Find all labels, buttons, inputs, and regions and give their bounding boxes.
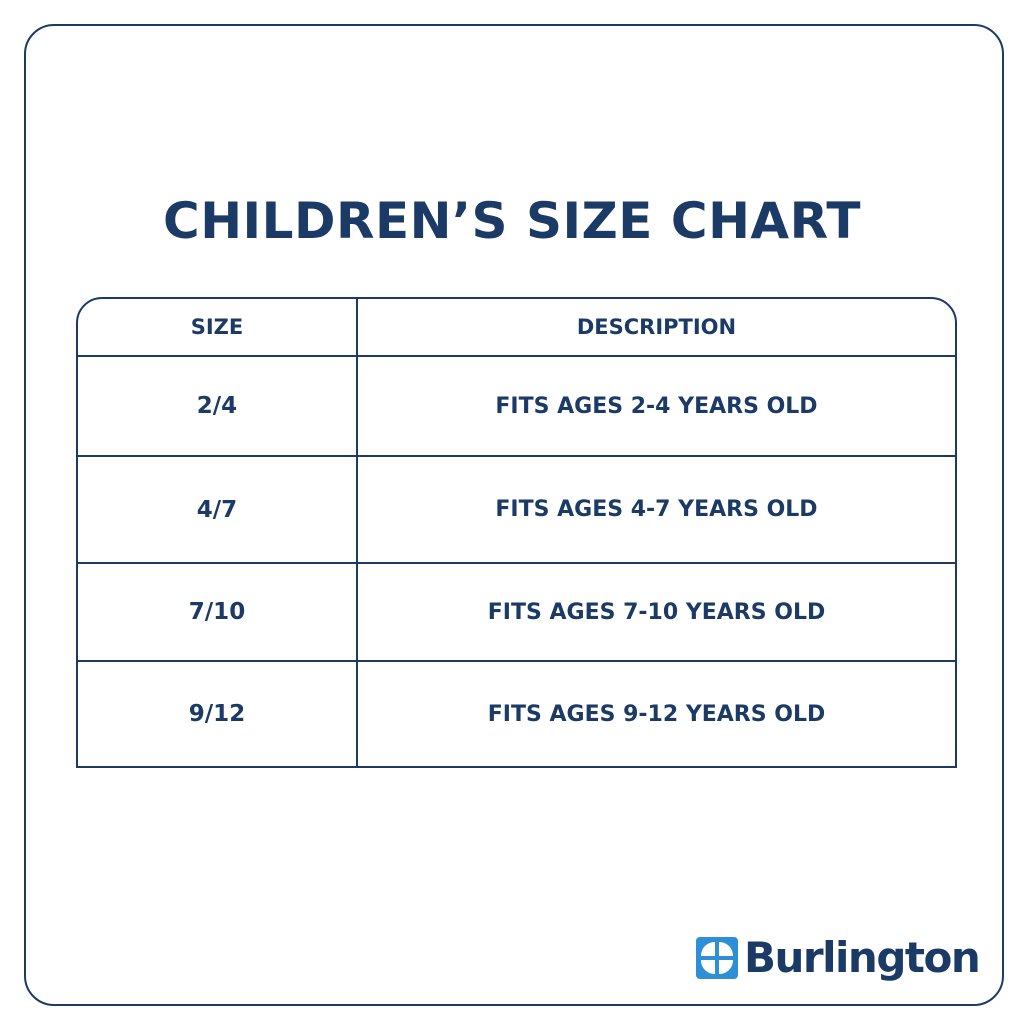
page-title: CHILDREN’S SIZE CHART [163,192,861,250]
description-cell: FITS AGES 4-7 YEARS OLD [495,497,818,522]
brand-name: Burlington [744,933,981,982]
chart-card [24,24,1004,1006]
header-description: DESCRIPTION [576,315,737,339]
description-cell: FITS AGES 7-10 YEARS OLD [487,599,826,625]
header-size: SIZE [78,299,358,355]
description-cell: FITS AGES 9-12 YEARS OLD [487,701,826,727]
table-header-row: SIZE DESCRIPTION [78,299,955,355]
size-table: SIZE DESCRIPTION 2/4 FITS AGES 2-4 YEARS… [76,297,957,768]
burlington-logo: Burlington [696,930,981,986]
description-cell: FITS AGES 2-4 YEARS OLD [495,393,818,419]
table-row: 4/7 FITS AGES 4-7 YEARS OLD [78,455,955,562]
table-row: 2/4 FITS AGES 2-4 YEARS OLD [78,355,955,455]
size-cell: 7/10 [78,564,358,660]
table-row: 7/10 FITS AGES 7-10 YEARS OLD [78,562,955,660]
size-cell: 9/12 [78,662,358,766]
size-cell: 4/7 [78,457,358,562]
burlington-logo-icon [696,937,738,979]
size-cell: 2/4 [78,357,358,455]
table-row: 9/12 FITS AGES 9-12 YEARS OLD [78,660,955,766]
